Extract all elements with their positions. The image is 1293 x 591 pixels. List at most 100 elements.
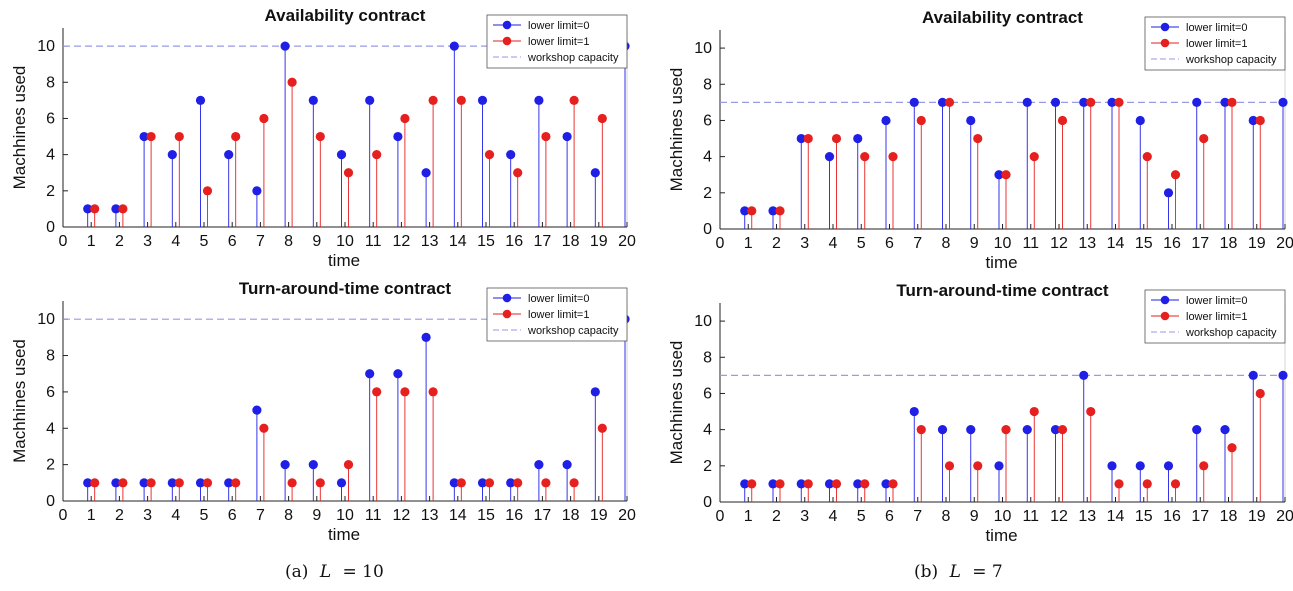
point-lower-limit-1: [1199, 133, 1209, 144]
point-lower-limit-0: [966, 425, 976, 435]
x-tick-label: 11: [1022, 235, 1039, 252]
x-tick-label: 19: [1248, 235, 1266, 252]
x-tick-label: 7: [256, 507, 265, 524]
point-lower-limit-1: [90, 478, 100, 488]
y-tick-label: 10: [694, 313, 712, 330]
point-lower-limit-1: [1170, 479, 1181, 489]
point-lower-limit-0: [740, 206, 750, 216]
point-lower-limit-0: [224, 478, 234, 488]
point-lower-limit-0: [224, 150, 234, 160]
point-lower-limit-0: [365, 95, 375, 105]
y-tick-label: 8: [46, 348, 55, 365]
point-lower-limit-1: [944, 97, 955, 107]
y-tick-label: 2: [703, 458, 712, 475]
point-lower-limit-1: [287, 77, 297, 87]
x-tick-label: 10: [994, 235, 1012, 252]
point-lower-limit-1: [400, 387, 410, 397]
x-tick-label: 3: [800, 235, 809, 252]
point-lower-limit-1: [569, 478, 579, 488]
point-lower-limit-0: [740, 479, 750, 489]
x-tick-label: 2: [115, 233, 124, 250]
legend-entry-label: lower limit=1: [1186, 38, 1247, 50]
point-lower-limit-1: [1029, 152, 1039, 162]
point-lower-limit-1: [1199, 461, 1209, 471]
x-tick-label: 5: [857, 235, 866, 252]
caption-a-var: L: [319, 562, 331, 582]
chart-title: Availability contract: [922, 8, 1083, 27]
point-lower-limit-0: [1135, 461, 1145, 471]
point-lower-limit-0: [824, 479, 835, 489]
x-tick-label: 18: [1220, 235, 1238, 252]
x-tick-label: 0: [59, 233, 68, 250]
x-tick-label: 0: [716, 235, 725, 252]
caption-a-eq: = 10: [343, 562, 384, 582]
point-lower-limit-1: [973, 461, 983, 471]
point-lower-limit-1: [1029, 406, 1039, 417]
point-lower-limit-0: [83, 478, 93, 488]
point-lower-limit-1: [1255, 388, 1265, 399]
point-lower-limit-1: [118, 478, 128, 488]
legend-entry-label: workshop capacity: [1185, 54, 1277, 66]
x-axis-label: time: [985, 526, 1017, 545]
y-tick-label: 2: [46, 183, 55, 200]
point-lower-limit-0: [167, 150, 177, 160]
point-lower-limit-1: [1114, 97, 1124, 107]
point-lower-limit-1: [343, 460, 354, 470]
y-tick-label: 10: [694, 40, 712, 57]
point-lower-limit-0: [796, 479, 806, 489]
x-tick-label: 9: [312, 233, 321, 250]
point-lower-limit-1: [456, 478, 466, 488]
legend-swatch-dot: [1160, 38, 1170, 48]
point-lower-limit-0: [1050, 97, 1061, 107]
x-tick-label: 8: [284, 233, 293, 250]
x-tick-label: 16: [505, 233, 523, 250]
caption-b-label: (b): [914, 562, 938, 582]
x-tick-label: 4: [829, 508, 838, 525]
point-lower-limit-1: [775, 206, 785, 216]
x-tick-label: 4: [171, 507, 180, 524]
point-lower-limit-1: [315, 478, 325, 488]
point-lower-limit-0: [308, 95, 318, 105]
x-tick-label: 1: [744, 508, 753, 525]
point-lower-limit-0: [562, 460, 572, 470]
point-lower-limit-1: [1142, 152, 1152, 162]
legend-swatch-dot: [502, 293, 512, 303]
x-tick-label: 18: [562, 507, 580, 524]
point-lower-limit-0: [1022, 425, 1032, 435]
point-lower-limit-1: [803, 479, 813, 489]
point-lower-limit-0: [1248, 370, 1258, 380]
y-tick-label: 2: [46, 457, 55, 474]
x-tick-label: 17: [534, 507, 552, 524]
point-lower-limit-0: [768, 479, 778, 489]
point-lower-limit-0: [139, 131, 149, 142]
legend: lower limit=0 lower limit=1 workshop capac…: [1144, 16, 1286, 71]
chart-title: Availability contract: [265, 6, 426, 25]
x-tick-label: 7: [256, 233, 265, 250]
y-axis-label: Machhines used: [10, 66, 29, 190]
x-tick-label: 3: [143, 233, 152, 250]
point-lower-limit-0: [937, 425, 948, 435]
point-lower-limit-0: [506, 150, 516, 160]
point-lower-limit-0: [1220, 425, 1230, 435]
point-lower-limit-0: [111, 478, 121, 488]
x-tick-label: 1: [87, 233, 96, 250]
y-axis-label: Machhines used: [667, 341, 686, 465]
point-lower-limit-1: [372, 150, 382, 160]
point-lower-limit-0: [1163, 188, 1174, 198]
legend-swatch-dot: [1160, 295, 1170, 305]
y-tick-label: 4: [46, 147, 55, 164]
x-tick-label: 12: [393, 507, 411, 524]
x-tick-label: 2: [115, 507, 124, 524]
point-lower-limit-1: [174, 478, 184, 488]
x-tick-label: 5: [857, 508, 866, 525]
legend-entry-label: lower limit=0: [1186, 22, 1247, 34]
x-tick-label: 17: [534, 233, 552, 250]
point-lower-limit-1: [569, 95, 579, 105]
legend-entry-label: lower limit=1: [528, 309, 589, 321]
y-tick-label: 0: [46, 493, 55, 510]
y-tick-label: 8: [703, 349, 712, 366]
x-tick-label: 20: [1276, 508, 1293, 525]
